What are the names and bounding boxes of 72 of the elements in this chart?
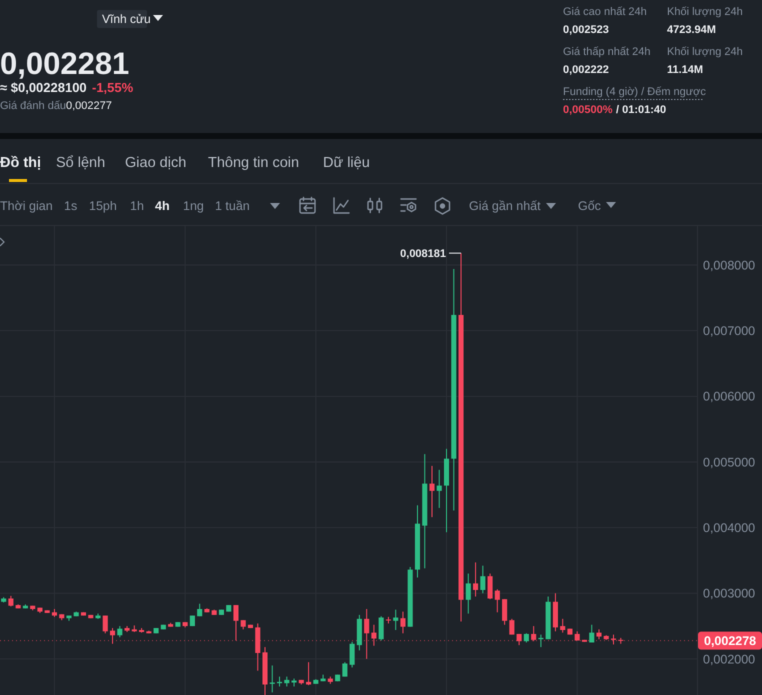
- text: 4723.94M: [667, 24, 716, 36]
- candlestick: [509, 618, 514, 636]
- text: 0,00500%: [563, 104, 613, 116]
- text: 0,002281: [0, 46, 130, 81]
- text: Thời gian: [0, 199, 53, 213]
- candlestick: [8, 595, 14, 607]
- candlestick: [110, 628, 116, 644]
- candlestick: [371, 624, 376, 646]
- candlestick: [494, 588, 500, 613]
- text: ≈ $0,00228100: [0, 80, 87, 95]
- candlestick: [306, 662, 312, 686]
- text: Giá gần nhất: [469, 199, 542, 213]
- text: -1,55%: [92, 80, 134, 95]
- text: Đồ thị: [0, 155, 42, 171]
- candlestick: [240, 620, 246, 630]
- text: 1ng: [183, 199, 204, 213]
- text: / 01:01:40: [616, 104, 666, 116]
- candlestick: [502, 598, 508, 626]
- candlestick: [560, 618, 566, 634]
- text: 0,002222: [563, 64, 609, 76]
- text: 4h: [155, 199, 170, 213]
- candlestick: [102, 615, 108, 634]
- text: Giao dịch: [125, 155, 186, 171]
- candlestick: [393, 609, 398, 631]
- y-tick-label: 0,005000: [703, 455, 756, 470]
- candlestick: [531, 626, 536, 642]
- text: 0,002523: [563, 24, 609, 36]
- candlestick: [596, 628, 602, 640]
- annotation: 0,008181: [400, 248, 446, 260]
- text: Funding (4 giờ) / Đếm ngược: [563, 86, 706, 98]
- text: Vĩnh cửu: [102, 12, 151, 26]
- candlestick: [364, 608, 370, 660]
- text: Khối lượng 24h: [667, 6, 743, 18]
- candlestick: [436, 469, 442, 508]
- candlestick: [480, 565, 486, 594]
- text: Thông tin coin: [208, 155, 300, 171]
- text: 1h: [130, 199, 144, 213]
- candlestick: [589, 624, 594, 643]
- candlestick: [378, 616, 384, 642]
- text: 15ph: [89, 199, 117, 213]
- y-tick-label: 0,007000: [703, 324, 756, 338]
- candlestick: [466, 573, 471, 614]
- candlestick: [473, 562, 478, 598]
- text: 0,002277: [66, 100, 112, 112]
- y-tick-label: 0,008000: [703, 258, 756, 272]
- y-tick-label: 0,004000: [703, 520, 756, 535]
- text: 1s: [64, 199, 78, 213]
- candlestick: [197, 603, 202, 617]
- text: Sổ lệnh: [56, 155, 106, 171]
- ref-line-label: 0,002278: [704, 634, 756, 648]
- candlestick: [342, 662, 348, 678]
- candlestick: [233, 604, 239, 642]
- candlestick: [117, 626, 122, 638]
- y-tick-label: 0,003000: [703, 586, 756, 601]
- text: Dữ liệu: [323, 155, 370, 171]
- text: Khối lượng 24h: [667, 46, 743, 58]
- text: Giá thấp nhất 24h: [563, 46, 650, 58]
- candlestick: [284, 676, 290, 687]
- text: Giá cao nhất 24h: [563, 6, 647, 18]
- text: 1 tuần: [215, 199, 250, 213]
- text: Giá đánh dấu: [0, 100, 66, 112]
- candlestick: [429, 465, 435, 518]
- candlestick: [610, 634, 616, 645]
- candlestick: [488, 573, 493, 600]
- candlestick: [400, 611, 406, 634]
- text: Gốc: [578, 199, 601, 213]
- candlestick: [524, 632, 529, 643]
- candlestick: [270, 664, 275, 693]
- y-tick-label: 0,006000: [703, 390, 756, 404]
- text: 11.14M: [667, 64, 704, 76]
- candlestick: [350, 641, 355, 668]
- y-tick-label: 0,002000: [703, 652, 756, 666]
